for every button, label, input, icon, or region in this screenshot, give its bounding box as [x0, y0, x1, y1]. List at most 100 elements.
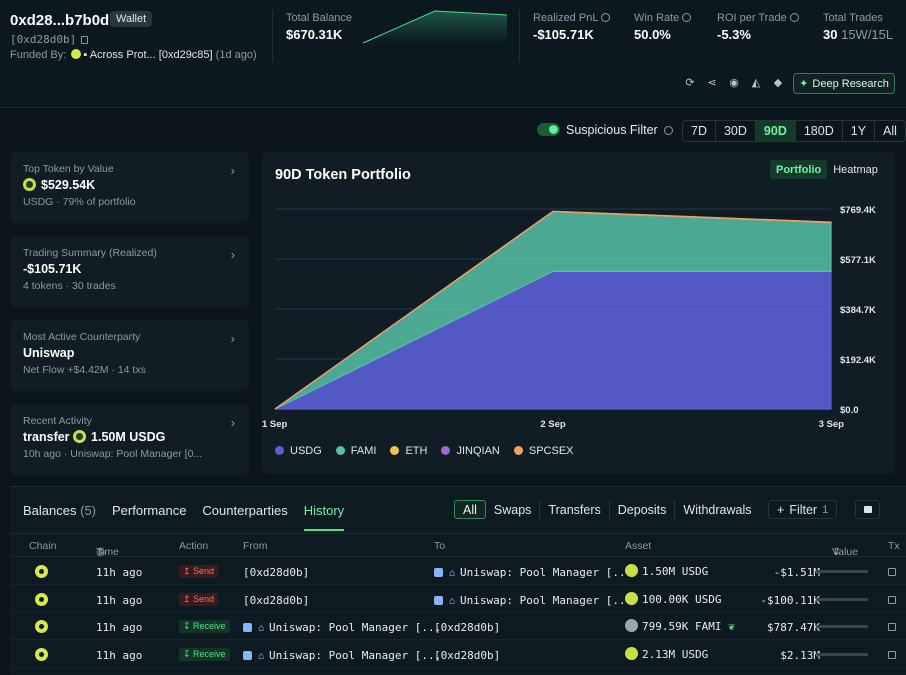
row-asset[interactable]: 100.00K USDG	[625, 591, 721, 606]
chevron-right-icon: ›	[230, 331, 235, 346]
value-bar	[816, 652, 868, 656]
tab-history[interactable]: History	[303, 503, 345, 531]
row-from[interactable]: ⌂ Uniswap: Pool Manager [...	[243, 649, 441, 662]
bot-icon	[434, 595, 443, 605]
info-icon[interactable]	[682, 13, 692, 22]
range-all[interactable]: All	[883, 124, 897, 138]
row-to[interactable]: [0xd28d0b]	[434, 621, 500, 634]
legend-swatch	[513, 446, 523, 455]
copy-icon[interactable]	[81, 36, 89, 44]
external-link-icon[interactable]	[888, 650, 896, 659]
card-value: $529.54K	[23, 178, 236, 192]
x-tick-label: 2 Sep	[540, 419, 566, 430]
win-rate-value: 50.0%	[634, 27, 671, 42]
legend-item-eth[interactable]: ETH	[390, 445, 427, 457]
range-30d[interactable]: 30D	[716, 121, 756, 141]
row-value: -$100.11K	[760, 593, 820, 607]
row-asset[interactable]: 1.50M USDG	[625, 564, 708, 578]
bell-icon[interactable]: ◭	[751, 76, 761, 89]
external-link-icon[interactable]	[888, 623, 896, 631]
tab-performance[interactable]: Performance	[112, 503, 187, 518]
row-value: -$1.51M	[773, 566, 820, 579]
history-tab-transfers[interactable]: Transfers	[540, 500, 610, 519]
wallet-address[interactable]: [0xd28d0b]	[10, 33, 89, 46]
tab-counterparties[interactable]: Counterparties	[202, 503, 288, 518]
info-icon[interactable]	[789, 13, 799, 22]
usdg-token-icon	[73, 430, 87, 443]
row-from[interactable]: [0xd28d0b]	[243, 594, 309, 607]
share-icon[interactable]: ⋖	[707, 76, 717, 89]
external-link-icon[interactable]	[888, 595, 896, 604]
card-sub: USDG · 79% of portfolio	[23, 196, 136, 208]
table-row[interactable]: 11h ago ↥ Send [0xd28d0b] ⌂ Uniswap: Pool Ma…	[10, 586, 906, 613]
x-tick-label: 1 Sep	[262, 419, 288, 430]
info-icon[interactable]	[663, 126, 673, 135]
series-area-usdg	[274, 270, 832, 410]
realized-pnl-value: -$105.71K	[533, 27, 594, 42]
info-icon[interactable]	[601, 13, 611, 22]
col-asset: Asset	[625, 540, 652, 552]
history-tab-swaps[interactable]: Swaps	[486, 500, 541, 519]
row-to[interactable]: [0xd28d0b]	[434, 649, 500, 662]
row-asset[interactable]: 2.13M USDG	[625, 646, 708, 661]
bank-icon: ⌂	[258, 650, 265, 662]
table-row[interactable]: 11h ago ↧ Receive ⌂ Uniswap: Pool Manager […	[10, 613, 906, 640]
calendar-button[interactable]	[855, 500, 880, 519]
row-from[interactable]: [0xd28d0b]	[243, 566, 309, 579]
bank-icon: ⌂	[449, 568, 456, 579]
funded-by-address[interactable]: [0xd29c85]	[158, 49, 213, 61]
row-time: 11h ago	[96, 621, 143, 634]
card-value: transfer 1.50M USDG	[23, 430, 166, 444]
sort-icon: ⇕	[832, 546, 841, 558]
row-time: 11h ago	[96, 566, 143, 579]
range-180d[interactable]: 180D	[796, 121, 843, 141]
total-balance-value: $670.31K	[286, 27, 343, 42]
legend-item-jinqian[interactable]: JINQIAN	[441, 445, 500, 457]
legend-item-usdg[interactable]: USDG	[275, 445, 322, 457]
total-balance-label: Total Balance	[286, 12, 353, 24]
legend-swatch	[390, 446, 400, 455]
row-to[interactable]: ⌂ Uniswap: Pool Manager [...	[434, 566, 632, 579]
table-row[interactable]: 11h ago ↧ Receive ⌂ Uniswap: Pool Manager […	[10, 641, 906, 668]
active-counterparty-card[interactable]: Most Active Counterparty Uniswap Net Flo…	[10, 320, 249, 391]
row-from[interactable]: ⌂ Uniswap: Pool Manager [...	[243, 621, 441, 634]
funded-by-source[interactable]: Across Prot...	[89, 49, 156, 61]
usdg-token-icon	[625, 646, 638, 660]
table-row[interactable]: 11h ago ↥ Send [0xd28d0b] ⌂ Uniswap: Pool Ma…	[10, 558, 906, 585]
range-90d[interactable]: 90D	[755, 121, 796, 141]
range-7d[interactable]: 7D	[683, 121, 716, 141]
tab-balances[interactable]: Balances (5)	[23, 503, 96, 518]
top-token-card[interactable]: Top Token by Value $529.54K USDG · 79% o…	[10, 152, 249, 223]
legend-item-spcsex[interactable]: SPCSEX	[513, 445, 574, 457]
y-tick-label: $0.0	[840, 405, 859, 416]
chart-title: 90D Token Portfolio	[275, 167, 411, 183]
legend-item-fami[interactable]: FAMI	[335, 445, 376, 457]
tag-icon[interactable]: ◆	[773, 76, 783, 89]
recent-activity-card[interactable]: Recent Activity transfer 1.50M USDG 10h …	[10, 404, 249, 475]
filter-button[interactable]: + Filter 1	[768, 500, 838, 519]
row-to[interactable]: ⌂ Uniswap: Pool Manager [...	[434, 594, 632, 607]
activity-section: Balances (5) Performance Counterparties …	[10, 486, 906, 675]
row-asset[interactable]: 799.59K FAMI ❦	[625, 619, 735, 633]
action-badge: ↥ Send	[179, 592, 219, 606]
row-time: 11h ago	[96, 648, 143, 662]
history-tab-withdrawals[interactable]: Withdrawals	[683, 502, 752, 517]
external-link-icon[interactable]	[888, 568, 896, 576]
view-portfolio[interactable]: Portfolio	[770, 160, 828, 179]
refresh-icon[interactable]: ⟳	[685, 76, 695, 89]
trading-summary-card[interactable]: Trading Summary (Realized) -$105.71K 4 t…	[10, 236, 249, 307]
suspicious-filter-toggle[interactable]	[537, 123, 560, 136]
eye-icon[interactable]: ◉	[729, 76, 739, 89]
legend-label: JINQIAN	[456, 445, 500, 457]
bank-icon: ⌂	[258, 623, 265, 634]
deep-research-button[interactable]: ✦ Deep Research	[793, 73, 895, 94]
range-1y[interactable]: 1Y	[843, 121, 876, 141]
wallet-name[interactable]: 0xd28...b7b0d	[10, 12, 110, 29]
history-tab-all[interactable]: All	[454, 500, 486, 519]
history-tab-deposits[interactable]: Deposits	[610, 500, 676, 519]
view-heatmap[interactable]: Heatmap	[833, 163, 878, 176]
usdg-token-icon	[625, 591, 638, 605]
col-to: To	[434, 540, 446, 552]
card-value: -$105.71K	[23, 262, 82, 276]
divider	[272, 10, 273, 62]
